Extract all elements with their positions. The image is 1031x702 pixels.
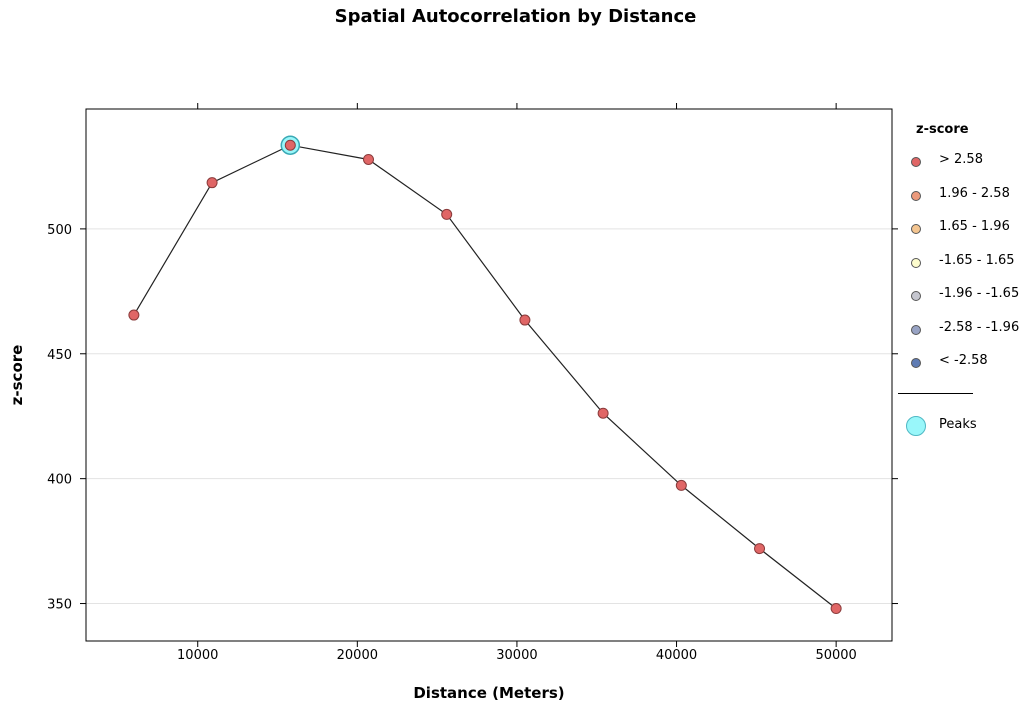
legend-swatch (911, 157, 921, 167)
legend-label: -2.58 - -1.96 (939, 319, 1020, 335)
legend-item: -1.96 - -1.65 (900, 286, 1030, 306)
legend-swatch (911, 291, 921, 301)
legend-label: -1.96 - -1.65 (939, 286, 1020, 301)
data-point (362, 153, 374, 165)
data-point (206, 177, 218, 189)
y-axis-title: z-score (8, 345, 26, 406)
legend-label: 1.65 - 1.96 (939, 219, 1010, 234)
grid-lines (86, 228, 892, 605)
y-tick-label: 350 (47, 598, 72, 613)
x-tick-label: 20000 (337, 648, 378, 663)
legend-label: > 2.58 (939, 152, 983, 167)
legend-label: -1.65 - 1.65 (939, 252, 1015, 268)
data-point (675, 479, 687, 491)
y-tick-label: 500 (47, 223, 72, 238)
y-tick-label: 400 (47, 473, 72, 488)
data-points (128, 139, 842, 615)
legend-swatch (911, 224, 921, 234)
data-point (830, 603, 842, 615)
x-tick-label: 40000 (656, 648, 697, 663)
x-tick-label: 10000 (177, 648, 218, 663)
legend-swatch (911, 257, 921, 268)
y-tick-label: 450 (47, 348, 72, 363)
legend-item: 1.65 - 1.96 (900, 219, 1030, 239)
data-point (284, 139, 296, 151)
series-line (133, 144, 837, 609)
data-point (441, 208, 453, 220)
legend-item: -2.58 - -1.96 (900, 320, 1030, 340)
legend-peaks-label: Peaks (939, 417, 977, 432)
legend-swatch (911, 190, 921, 201)
legend-peaks-marker (906, 416, 926, 436)
chart-title: Spatial Autocorrelation by Distance (334, 6, 697, 27)
legend-item: 1.96 - 2.58 (900, 186, 1030, 206)
data-point (754, 543, 766, 555)
legend-label: 1.96 - 2.58 (939, 185, 1010, 201)
legend-item: -1.65 - 1.65 (900, 253, 1030, 273)
plot-frame (85, 108, 893, 642)
legend-swatch (911, 358, 921, 368)
x-tick-label: 50000 (815, 648, 856, 663)
data-point (597, 407, 609, 419)
legend-label: < -2.58 (939, 353, 988, 368)
data-point (519, 314, 531, 326)
legend-title: z-score (916, 122, 969, 137)
x-axis-title: Distance (Meters) (413, 684, 564, 702)
legend-divider (898, 393, 973, 394)
legend-swatch (911, 324, 921, 335)
legend-item: < -2.58 (900, 353, 1030, 373)
data-point (128, 309, 140, 321)
x-tick-label: 30000 (496, 648, 537, 663)
axis-ticks: 350 400 450 500 10000 20000 30000 40000 50000 (47, 103, 898, 663)
legend-item: > 2.58 (900, 152, 1030, 172)
